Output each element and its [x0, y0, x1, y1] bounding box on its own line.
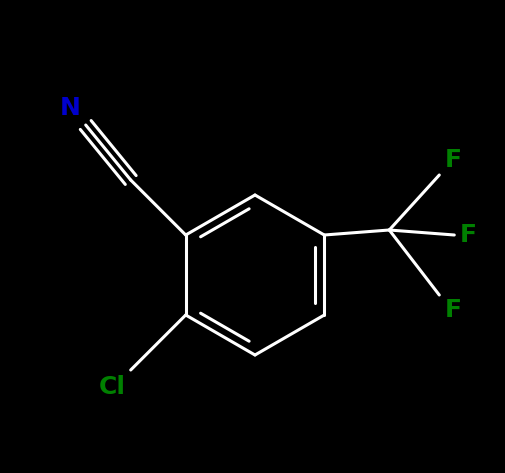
Text: Cl: Cl — [98, 375, 126, 399]
Text: F: F — [459, 223, 476, 247]
Text: F: F — [444, 298, 461, 322]
Text: F: F — [444, 148, 461, 172]
Text: N: N — [60, 96, 81, 120]
